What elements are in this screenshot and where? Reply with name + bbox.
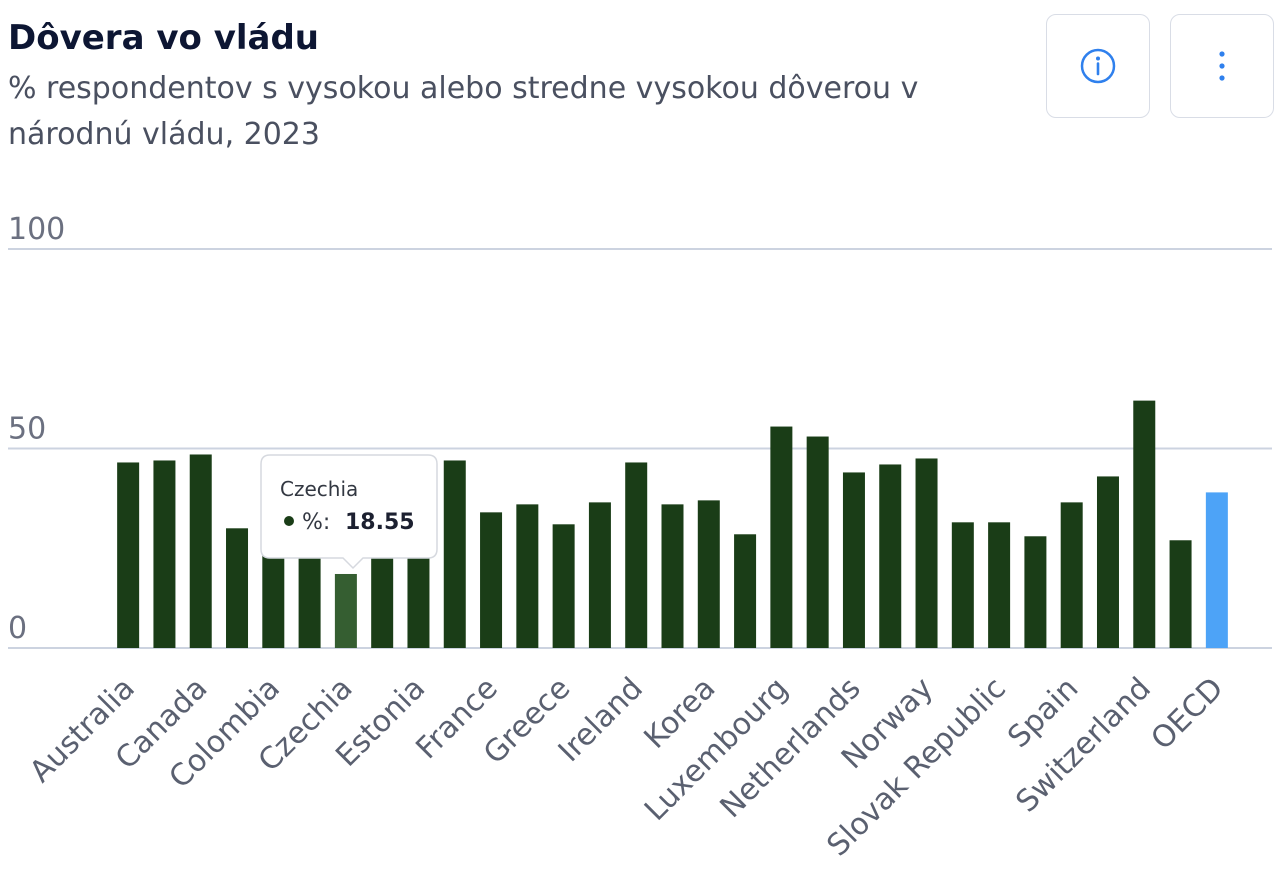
bar-slovak-republic[interactable] bbox=[988, 522, 1011, 648]
bar-france[interactable] bbox=[480, 512, 503, 648]
bar-korea[interactable] bbox=[697, 500, 720, 648]
x-axis-labels: AustraliaCanadaColombiaCzechiaEstoniaFra… bbox=[23, 671, 1230, 863]
bar-united-kingdom[interactable] bbox=[1169, 540, 1192, 648]
bar-netherlands[interactable] bbox=[842, 472, 865, 648]
bar-canada[interactable] bbox=[189, 454, 212, 648]
bar-norway[interactable] bbox=[915, 458, 938, 648]
chart-title: Dôvera vo vládu bbox=[8, 18, 320, 58]
y-tick-label-100: 100 bbox=[8, 212, 65, 247]
bar-luxembourg[interactable] bbox=[770, 426, 793, 648]
bar-iceland[interactable] bbox=[588, 502, 611, 648]
x-tick-label-oecd: OECD bbox=[1145, 671, 1231, 757]
y-tick-label-0: 0 bbox=[8, 611, 27, 646]
tooltip-series-key: %: bbox=[302, 510, 330, 535]
bar-czechia[interactable] bbox=[334, 573, 357, 648]
bar-australia[interactable] bbox=[117, 462, 140, 648]
bar-oecd[interactable] bbox=[1205, 492, 1228, 648]
bar-chile[interactable] bbox=[226, 528, 249, 648]
tooltip-box bbox=[260, 454, 438, 570]
bar-germany[interactable] bbox=[516, 504, 539, 648]
bar-slovenia[interactable] bbox=[1024, 536, 1047, 648]
bar-portugal[interactable] bbox=[951, 522, 974, 648]
bars bbox=[117, 400, 1228, 648]
bar-greece[interactable] bbox=[552, 524, 575, 648]
bar-switzerland[interactable] bbox=[1133, 400, 1156, 648]
tooltip-series-marker bbox=[284, 516, 294, 526]
bar-denmark[interactable] bbox=[371, 536, 394, 648]
bar-costa-rica[interactable] bbox=[298, 540, 321, 648]
bar-sweden[interactable] bbox=[1096, 476, 1119, 648]
x-tick-label-australia: Australia bbox=[23, 671, 142, 790]
bar-finland[interactable] bbox=[443, 460, 466, 648]
tooltip: Czechia %: 18.55 bbox=[260, 454, 438, 570]
bar-latvia[interactable] bbox=[734, 534, 757, 648]
bar-colombia[interactable] bbox=[262, 532, 285, 648]
chart-header: Dôvera vo vládu % respondentov s vysokou… bbox=[8, 14, 1038, 158]
bar-austria[interactable] bbox=[153, 460, 176, 648]
tooltip-value: 18.55 bbox=[345, 510, 415, 535]
info-button[interactable] bbox=[1046, 14, 1150, 118]
bar-new-zealand[interactable] bbox=[879, 464, 902, 648]
chart-subtitle: % respondentov s vysokou alebo stredne v… bbox=[8, 71, 919, 152]
bar-italy[interactable] bbox=[661, 504, 684, 648]
tooltip-category: Czechia bbox=[280, 477, 358, 501]
bar-spain[interactable] bbox=[1060, 502, 1083, 648]
bar-ireland[interactable] bbox=[625, 462, 648, 648]
more-options-button[interactable] bbox=[1170, 14, 1274, 118]
bar-mexico[interactable] bbox=[806, 436, 829, 648]
bar-estonia[interactable] bbox=[407, 532, 430, 648]
vertical-ellipsis-icon bbox=[1219, 51, 1225, 81]
info-circle-icon bbox=[1080, 48, 1116, 84]
y-tick-label-50: 50 bbox=[8, 412, 46, 447]
